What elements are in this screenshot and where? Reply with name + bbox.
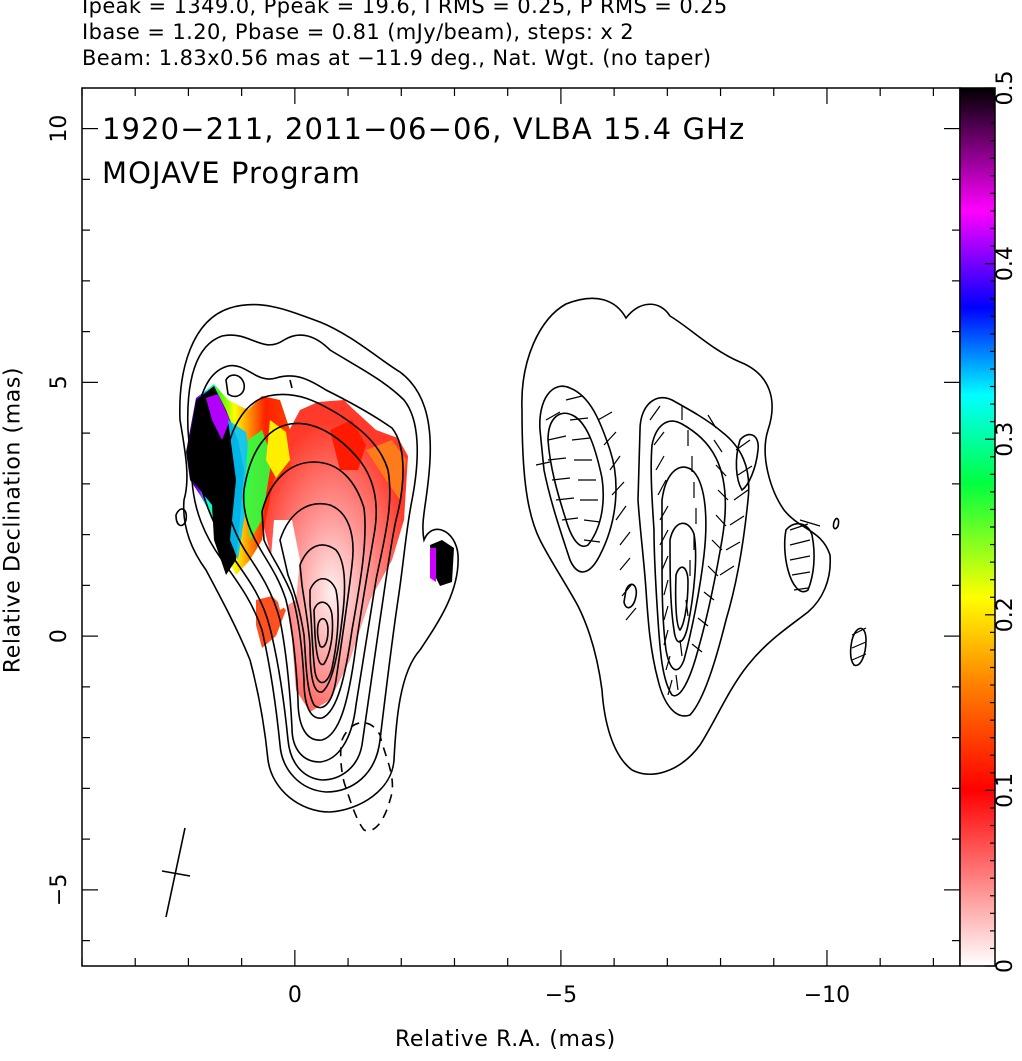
y-tick-label: −5 [47,874,72,906]
plot-title-line2: MOJAVE Program [102,156,362,190]
colorbar [959,87,996,967]
colorbar-tick-label: 0.5 [993,71,1018,106]
x-tick-label: 0 [288,983,302,1008]
colorbar-ticks: 0 0.1 0.2 0.3 0.4 0.5 [985,71,1018,973]
colorbar-tick-label: 0.2 [993,597,1018,632]
axis-ticks: 0 −5 −10 −5 0 5 10 [47,88,960,1008]
colorbar-tick-label: 0.4 [993,246,1018,281]
beam-shape [161,827,191,918]
colorbar-tick-label: 0.1 [993,773,1018,808]
x-axis-label: Relative R.A. (mas) [395,1027,616,1052]
polarized-intensity-contours [521,297,867,775]
y-tick-label: 10 [47,115,72,143]
y-tick-label: 0 [47,629,72,643]
header-stats-line: Ipeak = 1349.0, Ppeak = 19.6, I RMS = 0.… [82,0,728,18]
fractional-polarization-map [186,384,454,712]
plot-title-line1: 1920−211, 2011−06−06, VLBA 15.4 GHz [102,112,746,146]
y-tick-label: 5 [47,375,72,389]
x-tick-label: −10 [804,983,850,1008]
evpa-vectors [535,395,867,696]
header-beam-line: Beam: 1.83x0.56 mas at −11.9 deg., Nat. … [82,46,712,70]
colorbar-tick-label: 0.3 [993,422,1018,457]
colorbar-tick-label: 0 [993,959,1018,973]
x-tick-label: −5 [545,983,577,1008]
stokes-i-contours [175,303,459,832]
y-axis-label: Relative Declination (mas) [0,366,26,674]
header-base-line: Ibase = 1.20, Pbase = 0.81 (mJy/beam), s… [82,20,635,44]
